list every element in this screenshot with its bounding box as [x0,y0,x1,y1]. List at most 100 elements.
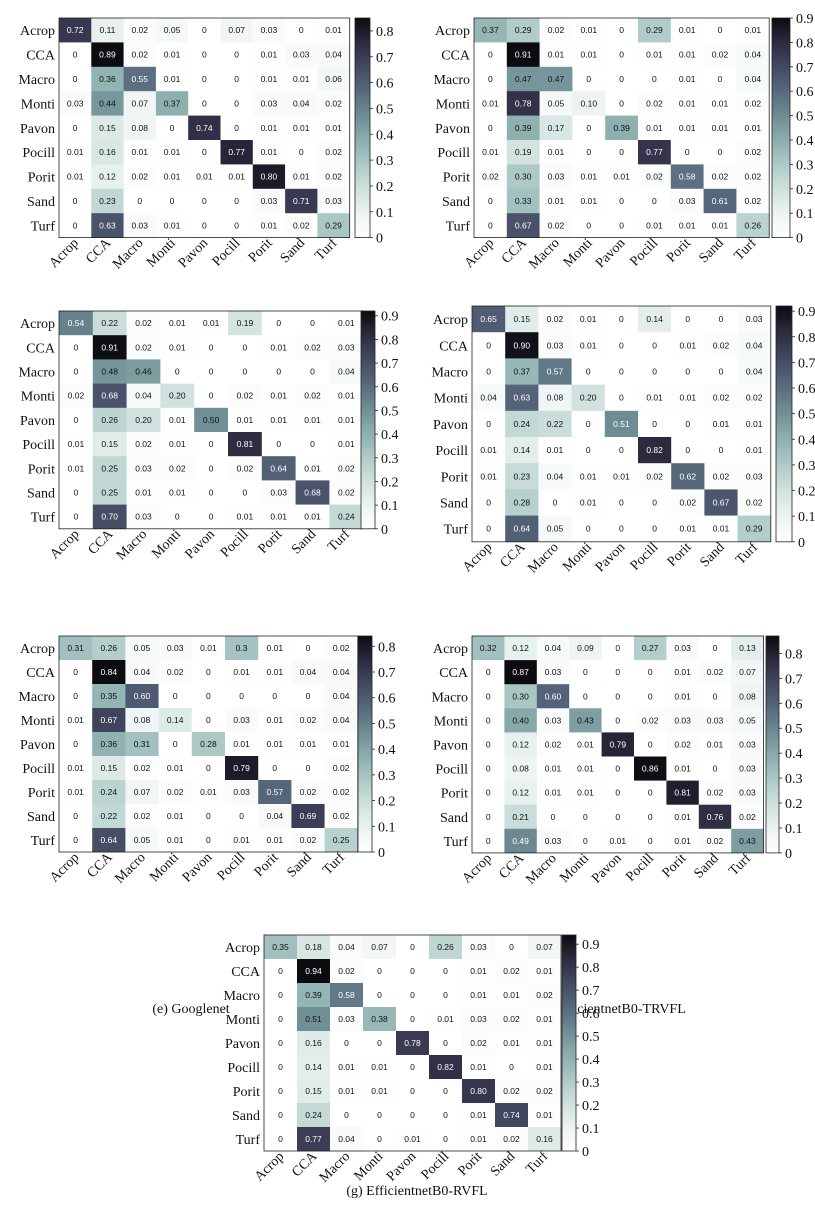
heatmap-cell [92,432,127,457]
cell-value-label: 0.01 [68,463,85,473]
heatmap-cell [191,828,226,853]
heatmap-cell [228,383,263,409]
cell-value-label: 0.01 [404,1134,421,1144]
colorbar-tick-label: 0.1 [582,1122,600,1137]
cell-value-label: 0.02 [745,147,762,157]
heatmap-cell [225,732,259,757]
row-label: Pocill [22,438,55,453]
column-label: Acrop [460,851,495,886]
heatmap-cell [285,91,318,116]
cell-value-label: 0 [583,691,588,701]
row-label: Porit [441,787,468,802]
heatmap-cell [571,306,606,333]
cell-value-label: 0.01 [67,763,84,773]
heatmap-cell [324,660,359,685]
column-label: Turf [732,236,760,264]
cell-value-label: 0 [443,1110,448,1120]
heatmap-cell [472,708,505,733]
heatmap-cell [569,684,602,709]
heatmap-cell [92,504,127,530]
heatmap-cell [59,636,93,661]
heatmap-cell [474,164,508,190]
colorbar-tick-label: 0.3 [798,459,815,474]
cell-value-label: 0.35 [272,942,289,952]
cell-value-label: 0.72 [67,25,84,35]
heatmap-cell [572,18,606,43]
colorbar-tick-label: 0.5 [378,717,396,732]
heatmap-cell [363,935,397,960]
cell-value-label: 0.02 [545,739,562,749]
cell-value-label: 0 [276,318,281,328]
cell-value-label: 0 [234,98,239,108]
cell-value-label: 0 [619,98,624,108]
heatmap-cell [330,1079,364,1104]
cell-value-label: 0.02 [503,966,520,976]
heatmap-cell [317,115,350,141]
heatmap-cell [539,66,573,92]
cell-value-label: 0.02 [338,966,355,976]
cell-value-label: 0 [306,763,311,773]
cell-value-label: 0 [719,314,724,324]
cell-value-label: 0.64 [514,524,531,534]
heatmap-cell [194,432,229,457]
row-label: Porit [233,1085,260,1100]
colorbar-tick-label: 0.6 [798,382,815,397]
row-label: Monti [21,97,55,112]
cell-value-label: 0.09 [577,643,594,653]
cell-value-label: 0.91 [515,50,532,60]
cell-value-label: 0 [443,966,448,976]
cell-value-label: 0 [73,739,78,749]
cell-value-label: 0.03 [545,715,562,725]
heatmap-cell [605,164,639,190]
cell-value-label: 0 [551,812,556,822]
cell-value-label: 0.39 [515,123,532,133]
heatmap-cell [634,828,667,854]
cell-value-label: 0 [74,342,79,352]
colorbar-tick-label: 0.1 [798,510,815,525]
heatmap-cell [536,828,570,854]
cell-value-label: 0.23 [99,196,116,206]
heatmap-cell [704,489,738,516]
heatmap-cell [731,732,764,757]
heatmap-cell [59,188,92,214]
cell-value-label: 0 [652,419,657,429]
cell-value-label: 0 [202,220,207,230]
cell-value-label: 0.77 [228,147,245,157]
cell-value-label: 0.04 [267,811,284,821]
heatmap-cell [472,636,505,661]
heatmap-cell [126,480,161,505]
heatmap-cell [472,828,505,854]
cell-value-label: 0 [488,123,493,133]
colorbar-tick-label: 0.4 [381,428,399,443]
row-label: Macro [431,366,468,381]
heatmap-cell [698,732,732,757]
heatmap-cell [59,42,92,68]
cell-value-label: 0.03 [739,764,756,774]
heatmap-cell [123,213,157,238]
cell-value-label: 0.04 [325,50,342,60]
heatmap-cell [474,42,508,68]
heatmap-cell [671,358,705,385]
column-label: Macro [317,1149,353,1185]
heatmap-cell [462,1055,496,1080]
cell-value-label: 0.74 [503,1110,520,1120]
cell-value-label: 0 [718,25,723,35]
heatmap-cell [604,489,639,516]
column-label: Porit [256,527,286,557]
colorbar-tick-label: 0.3 [381,452,399,467]
cell-value-label: 0 [509,942,514,952]
colorbar-tick-label: 0.2 [796,183,814,198]
heatmap-cell [225,828,259,853]
cell-value-label: 0 [377,1110,382,1120]
heatmap-cell [59,164,92,190]
heatmap-cell [363,1007,397,1032]
heatmap-cell [506,91,540,116]
cell-value-label: 0.02 [167,667,184,677]
cell-value-label: 0 [486,419,491,429]
heatmap-cell [264,959,298,984]
cell-value-label: 0.01 [610,836,627,846]
heatmap-cell [59,383,94,409]
cell-value-label: 0 [615,643,620,653]
heatmap-cell [220,140,254,165]
heatmap-cell [569,828,602,854]
